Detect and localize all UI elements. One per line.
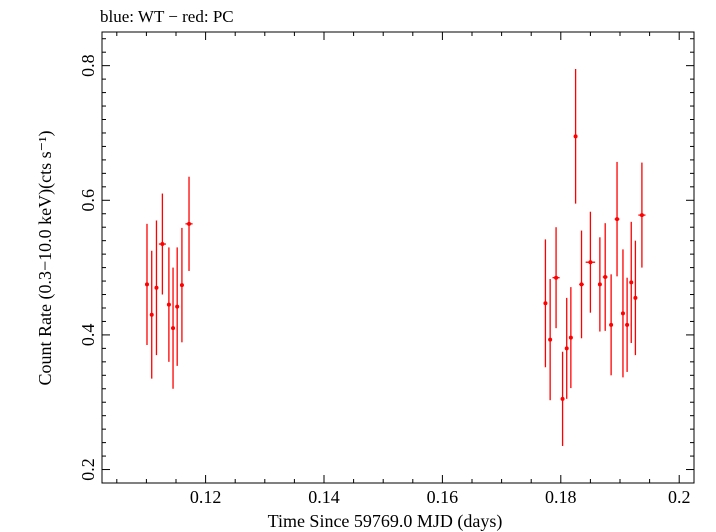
point-marker [625,322,630,327]
y-tick-label: 0.8 [78,54,98,77]
data-point [564,297,569,399]
point-marker [560,396,565,401]
point-marker [564,346,569,351]
point-marker [609,322,614,327]
point-marker [554,275,559,280]
point-marker [154,285,159,290]
data-point [597,237,602,332]
data-point [568,287,573,389]
y-tick-label: 0.6 [78,189,98,212]
point-marker [579,282,584,287]
y-tick-label: 0.4 [78,324,98,347]
data-point [175,247,180,366]
point-marker [160,242,165,247]
x-tick-label: 0.12 [190,487,222,507]
data-point [149,250,154,379]
data-point [560,351,565,446]
y-tick-label: 0.2 [78,458,98,481]
data-point [154,220,159,356]
data-point [629,221,634,343]
point-marker [629,280,634,285]
point-marker [573,134,578,139]
point-marker [187,221,192,226]
data-point [179,227,184,343]
axis-ticks [102,32,694,484]
data-point [185,176,193,271]
data-point [625,277,630,372]
x-tick-label: 0.2 [668,487,691,507]
point-marker [603,275,608,280]
data-point [543,239,548,368]
x-tick-label: 0.18 [545,487,577,507]
data-points [144,69,646,446]
point-marker [543,301,548,306]
point-marker [149,312,154,317]
x-tick-label: 0.14 [308,487,340,507]
plot-frame [101,31,695,484]
data-point [573,69,578,204]
point-marker [144,282,149,287]
data-point [638,162,646,268]
chart-title: blue: WT − red: PC [100,7,234,26]
y-axis-label: Count Rate (0.3−10.0 keV)(cts s⁻¹) [35,130,56,385]
point-marker [166,302,171,307]
point-marker [639,213,644,218]
data-point [602,223,608,331]
point-marker [620,311,625,316]
x-axis-label: Time Since 59769.0 MJD (days) [268,511,503,532]
data-point [552,227,560,329]
data-point [171,267,176,389]
point-marker [171,326,176,331]
point-marker [548,337,553,342]
data-point [620,249,625,378]
point-marker [568,335,573,340]
data-point [585,211,596,313]
data-point [166,247,171,362]
data-point [158,193,166,295]
point-marker [175,304,180,309]
data-point [609,274,614,376]
point-marker [588,260,593,265]
point-marker [633,295,638,300]
point-marker [597,282,602,287]
data-point [144,223,149,346]
point-marker [615,217,620,222]
x-tick-label: 0.16 [427,487,459,507]
data-point [633,240,638,356]
data-point [579,230,584,339]
data-point [614,161,620,277]
axis-tick-labels: 0.12 0.14 0.16 0.18 0.2 0.2 0.4 0.6 0.8 [78,54,690,507]
point-marker [179,283,184,288]
data-point [548,279,553,401]
